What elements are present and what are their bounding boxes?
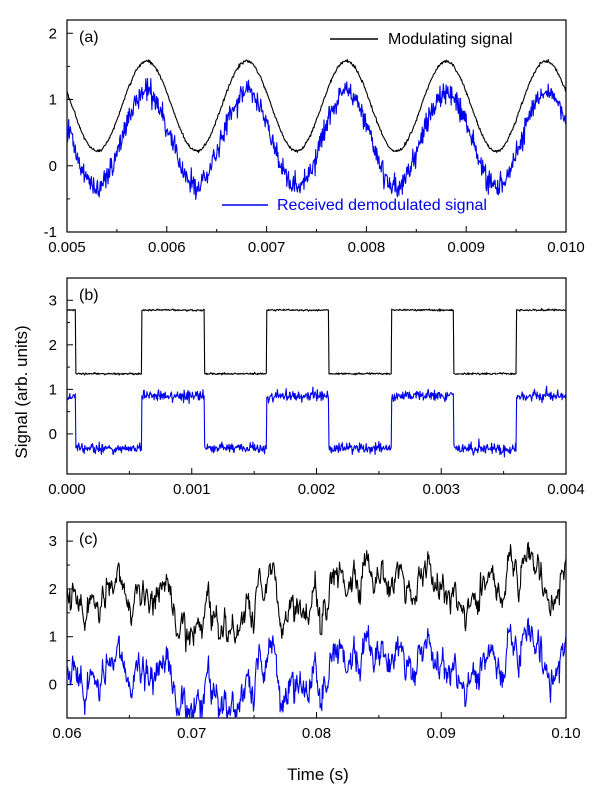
y-tick-label: 0 [49, 677, 57, 694]
panel-a: 0.005 0.006 0.007 0.008 0.009 0.010 -1 0 1 2 (a) Mo… [44, 19, 585, 256]
x-tick-label: 0.009 [447, 239, 485, 256]
legend-label: Modulating signal [388, 31, 513, 48]
y-tick-label: 1 [49, 92, 57, 109]
panel-tag: (c) [79, 531, 98, 548]
y-tick-label: -1 [44, 224, 57, 241]
y-tick-label: 3 [49, 292, 57, 309]
legend-label: Received demodulated signal [277, 197, 487, 214]
x-tick-label: 0.003 [422, 481, 460, 498]
x-tick-label: 0.001 [173, 481, 211, 498]
x-tick-label: 0.06 [52, 725, 81, 742]
panel-tag: (a) [79, 29, 99, 46]
x-tick-label: 0.006 [148, 239, 186, 256]
x-tick-label: 0.002 [298, 481, 336, 498]
x-tick-label: 0.007 [248, 239, 286, 256]
panel-b: 0.000 0.001 0.002 0.003 0.004 0 1 2 3 (b) [48, 277, 585, 498]
y-tick-label: 1 [49, 381, 57, 398]
series-line [66, 308, 567, 376]
y-tick-label: 1 [49, 629, 57, 646]
series-line [66, 617, 567, 719]
x-tick-label: 0.008 [348, 239, 386, 256]
y-tick-label: 2 [49, 581, 57, 598]
series-line [66, 541, 567, 653]
x-axis-label: Time (s) [287, 765, 349, 784]
x-tick-label: 0.08 [302, 725, 331, 742]
series-line [66, 385, 567, 458]
y-tick-label: 0 [49, 158, 57, 175]
x-tick-label: 0.07 [177, 725, 206, 742]
y-axis-label: Signal (arb. units) [12, 325, 31, 458]
plot-frame [66, 521, 567, 719]
y-tick-label: 3 [49, 533, 57, 550]
y-tick-label: 2 [49, 25, 57, 42]
panel-tag: (b) [79, 287, 99, 304]
x-tick-label: 0.09 [427, 725, 456, 742]
x-tick-label: 0.005 [48, 239, 86, 256]
x-tick-label: 0.10 [551, 725, 580, 742]
series-line [66, 77, 567, 200]
y-tick-label: 2 [49, 337, 57, 354]
x-tick-label: 0.000 [48, 481, 86, 498]
chart-panels: 0.005 0.006 0.007 0.008 0.009 0.010 -1 0 1 2 (a) Mo… [44, 19, 585, 742]
y-tick-label: 0 [49, 426, 57, 443]
x-tick-label: 0.010 [547, 239, 585, 256]
panel-c: 0.06 0.07 0.08 0.09 0.10 0 1 2 3 (c) [49, 521, 581, 742]
x-tick-label: 0.004 [547, 481, 585, 498]
series-line [66, 58, 567, 154]
